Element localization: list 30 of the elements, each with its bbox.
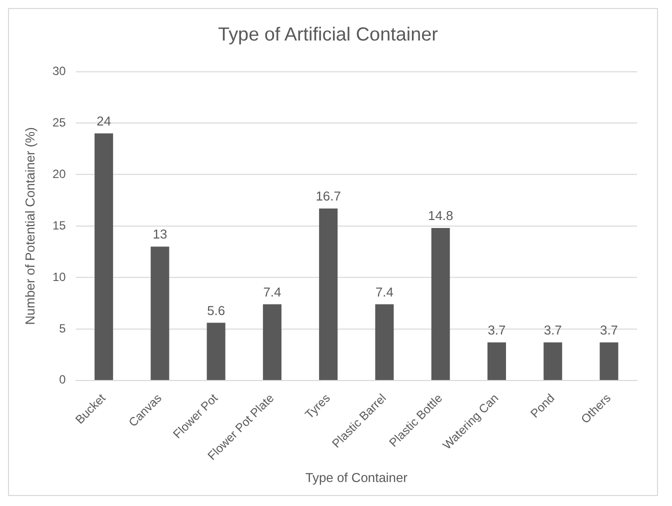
bar — [206, 322, 226, 380]
y-tick-label: 25 — [52, 115, 66, 130]
data-label: 5.6 — [207, 302, 226, 318]
y-tick-label: 0 — [59, 372, 66, 387]
data-label: 13 — [152, 226, 168, 242]
data-label: 3.7 — [600, 322, 618, 338]
bar — [431, 228, 450, 380]
bar — [319, 208, 338, 380]
bar — [262, 304, 282, 380]
y-tick-label: 20 — [52, 166, 66, 181]
bar — [600, 342, 618, 380]
data-label: 14.8 — [428, 208, 454, 224]
y-tick-label: 5 — [59, 321, 66, 336]
data-label: 7.4 — [375, 284, 394, 300]
bar — [150, 246, 170, 380]
data-label: 3.7 — [544, 322, 562, 338]
data-label: 16.7 — [316, 188, 341, 204]
y-tick-label: 15 — [52, 218, 66, 232]
bar — [487, 342, 506, 380]
data-label: 3.7 — [488, 322, 506, 338]
bar — [544, 342, 562, 380]
data-label: 7.4 — [263, 284, 282, 300]
bar — [94, 133, 114, 380]
y-tick-label: 10 — [52, 270, 66, 284]
y-tick-label: 30 — [52, 64, 66, 78]
x-axis-title: Type of Container — [305, 470, 408, 485]
chart-title: Type of Artificial Container — [218, 24, 438, 46]
bar — [375, 304, 394, 380]
y-axis-title: Number of Potential Container (%) — [22, 127, 38, 325]
data-label: 24 — [96, 113, 112, 128]
